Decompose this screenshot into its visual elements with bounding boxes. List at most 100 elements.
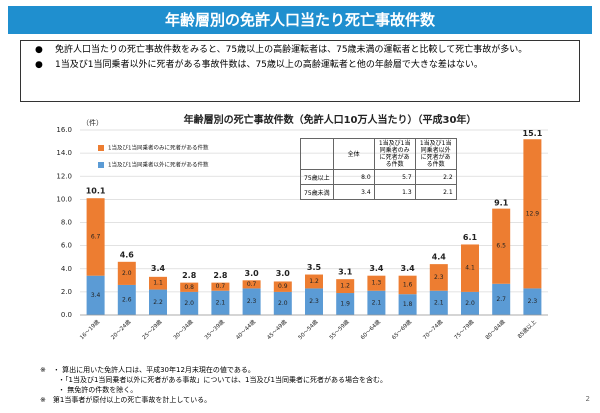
- total-label: 3.1: [338, 268, 353, 277]
- table-cell: 2.1: [414, 184, 457, 200]
- legend-label: 1当及び1当同乗者のみに死者がある件数: [108, 144, 209, 152]
- note: ※ ・ 算出に用いた免許人口は、平成30年12月末現在の値である。: [40, 366, 255, 374]
- x-tick-label: 80～84歳: [483, 317, 507, 341]
- total-label: 4.6: [120, 250, 135, 259]
- bar-segment: [305, 274, 323, 289]
- value-label: 6.7: [91, 233, 101, 240]
- bar-segment: [336, 279, 355, 294]
- total-label: 6.1: [463, 233, 478, 242]
- value-label: 0.7: [247, 281, 257, 288]
- bar-segment: [492, 283, 511, 315]
- x-tick-label: 75～79歳: [452, 317, 476, 341]
- note: ・ 無免許の件数を除く。: [58, 386, 138, 394]
- total-label: 3.4: [401, 264, 416, 273]
- total-label: 3.4: [151, 264, 166, 273]
- total-label: 3.0: [276, 269, 291, 278]
- value-label: 0.9: [278, 283, 288, 290]
- bar-segment: [86, 275, 105, 315]
- chart: 年齢層別の死亡事故件数（免許人口10万人当たり）（平成30年） （件） 0.0 2…: [56, 113, 548, 341]
- value-label: 2.1: [372, 299, 382, 306]
- x-tick-label: 55～59歳: [327, 317, 351, 341]
- x-tick-label: 65～69歳: [390, 317, 414, 341]
- y-tick-label: 12.0: [56, 172, 72, 180]
- value-label: 2.0: [184, 300, 194, 307]
- bullet-text: 免許人口当たりの死亡事故件数をみると、75歳以上の高齢運転者は、75歳未満の運転…: [55, 45, 528, 55]
- total-label: 15.1: [523, 129, 543, 138]
- x-tick-label: 20～24歳: [109, 317, 133, 341]
- table-cell: 5.7: [373, 169, 416, 185]
- bar-segment: [523, 288, 542, 315]
- note: ・「1当及び1当同乗者以外に死者がある事故」については、1当及び1当同乗者に死者…: [58, 376, 387, 384]
- bullet: ● 1当及び1当同乗者以外に死者がある事故件数は、75歳以上の高齢運転者と他の年齢…: [35, 60, 483, 70]
- legend-swatch: [98, 162, 104, 168]
- x-tick-label: 85歳以上: [516, 317, 539, 340]
- x-tick-label: 60～64歳: [359, 317, 383, 341]
- table-corner: [300, 138, 334, 170]
- bar-segment: [367, 275, 386, 291]
- bar-segment: [211, 290, 230, 315]
- x-tick-label: 50～54歳: [296, 317, 320, 341]
- value-label: 1.1: [153, 280, 163, 287]
- value-label: 2.3: [434, 274, 444, 281]
- bar-segment: [336, 293, 355, 315]
- legend-swatch: [98, 145, 104, 151]
- bar-segment: [149, 276, 167, 290]
- value-label: 1.8: [403, 301, 413, 308]
- bar-segment: [117, 284, 136, 315]
- table-cell: 1.3: [373, 184, 416, 200]
- table-cell: 8.0: [332, 169, 375, 185]
- value-label: 6.5: [496, 243, 506, 250]
- value-label: 2.2: [153, 299, 163, 306]
- bar-segment: [492, 208, 511, 284]
- table-cell: 75歳未満: [300, 184, 334, 200]
- bar-segment: [149, 289, 167, 315]
- note: ※ 第1当事者が原付以上の死亡事故を計上している。: [40, 396, 212, 404]
- table-header: 1当及び1当同乗者以外に死者がある件数: [414, 138, 457, 170]
- bar-segment: [180, 291, 199, 315]
- y-tick-label: 8.0: [61, 219, 72, 227]
- bar-segment: [461, 244, 479, 292]
- value-label: 4.1: [465, 265, 475, 272]
- bar-segment: [367, 290, 386, 315]
- bar-segment: [117, 261, 136, 285]
- bar-segment: [242, 288, 261, 315]
- y-unit: （件）: [82, 118, 103, 127]
- table-header: 全体: [332, 138, 375, 170]
- value-label: 2.3: [247, 298, 257, 305]
- total-label: 2.8: [182, 271, 197, 280]
- value-label: 2.1: [434, 299, 444, 306]
- x-tick-label: 16～19歳: [78, 317, 102, 341]
- chart-title: 年齢層別の死亡事故件数（免許人口10万人当たり）（平成30年）: [184, 113, 477, 126]
- bar-segment: [86, 198, 105, 276]
- value-label: 2.3: [309, 298, 319, 305]
- value-label: 1.2: [309, 278, 319, 285]
- bullet: ● 免許人口当たりの死亡事故件数をみると、75歳以上の高齢運転者は、75歳未満の運…: [35, 45, 528, 55]
- total-label: 10.1: [86, 187, 106, 196]
- bar-segment: [273, 281, 292, 292]
- bullet-text: 1当及び1当同乗者以外に死者がある事故件数は、75歳以上の高齢運転者と他の年齢層…: [55, 60, 483, 70]
- y-tick-label: 16.0: [56, 126, 72, 134]
- notes: ※ ・ 算出に用いた免許人口は、平成30年12月末現在の値である。 ・「1当及び…: [40, 365, 387, 405]
- bar-segment: [429, 290, 448, 315]
- total-label: 2.8: [213, 271, 228, 280]
- x-tick-label: 70～74歳: [421, 317, 445, 341]
- value-label: 1.9: [340, 301, 350, 308]
- value-label: 3.4: [91, 292, 101, 299]
- value-label: 2.1: [216, 299, 226, 306]
- bar-segment: [398, 275, 417, 295]
- bar-segment: [523, 139, 542, 289]
- total-label: 3.5: [307, 263, 322, 272]
- x-tick-label: 30～34歳: [171, 317, 195, 341]
- value-label: 2.0: [278, 300, 288, 307]
- value-label: 2.0: [122, 270, 132, 277]
- value-label: 12.9: [526, 210, 540, 217]
- x-tick-label: 35～39歳: [203, 317, 227, 341]
- value-label: 2.3: [528, 298, 538, 305]
- bar-segment: [398, 294, 417, 315]
- bar-segment: [242, 280, 261, 289]
- bullet-box: ● 免許人口当たりの死亡事故件数をみると、75歳以上の高齢運転者は、75歳未満の運…: [20, 40, 580, 102]
- table-cell: 3.4: [332, 184, 375, 200]
- y-tick-label: 6.0: [61, 242, 72, 250]
- value-label: 1.2: [340, 283, 350, 290]
